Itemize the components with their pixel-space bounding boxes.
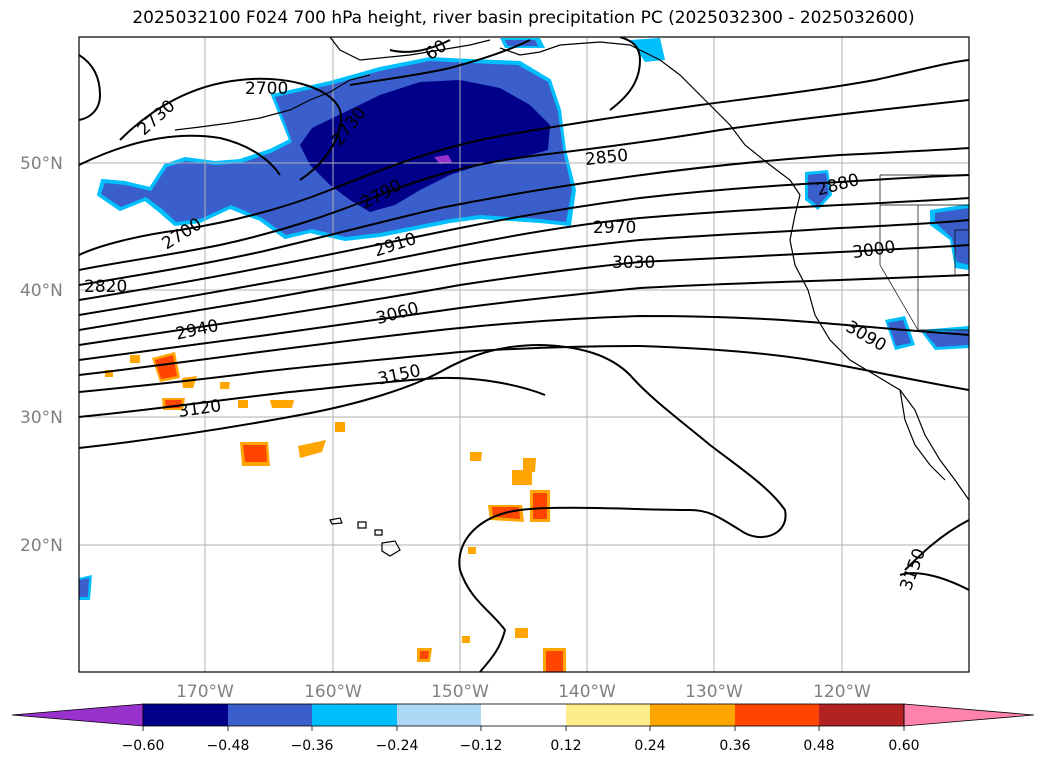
lon-label: 150°W [431, 682, 489, 702]
map-title: 2025032100 F024 700 hPa height, river ba… [132, 8, 915, 28]
lat-label: 30°N [20, 408, 63, 428]
colorbar-bin [228, 704, 312, 726]
lat-label: 20°N [20, 536, 63, 556]
colorbar-bin [735, 704, 819, 726]
colorbar-bin [650, 704, 735, 726]
height-contours [79, 37, 969, 672]
map-frame [78, 36, 970, 673]
colorbar: −0.60 −0.48 −0.36 −0.24 −0.12 0.12 0.24 … [11, 703, 1035, 754]
graticule [79, 37, 969, 672]
hawaii-islands [329, 517, 401, 557]
colorbar-bin [481, 704, 566, 726]
colorbar-bin [819, 704, 904, 726]
colorbar-outline [142, 703, 905, 727]
colorbar-tick-label: 0.60 [888, 738, 919, 754]
coastlines [174, 37, 969, 557]
lon-label: 130°W [685, 682, 743, 702]
colorbar-under-arrow [11, 703, 144, 727]
colorbar-tick-label: −0.60 [122, 738, 165, 754]
colorbar-tick-label: −0.36 [291, 738, 334, 754]
aleutian-chain [174, 74, 371, 131]
colorbar-bin [566, 704, 650, 726]
lon-label: 170°W [176, 682, 234, 702]
colorbar-tick-label: −0.24 [376, 738, 419, 754]
precip-core-purple [434, 155, 452, 164]
colorbar-bin [312, 704, 397, 726]
contour-label: 2970 [593, 218, 636, 238]
contour-label: 2850 [584, 146, 629, 170]
colorbar-bin [397, 704, 481, 726]
contour-label: 3030 [612, 253, 655, 273]
colorbar-tick-label: 0.12 [550, 738, 581, 754]
lon-label: 140°W [558, 682, 616, 702]
contour-label: 2700 [245, 79, 288, 99]
colorbar-over-arrow [903, 703, 1035, 727]
lat-label: 40°N [20, 281, 63, 301]
baja-california [899, 389, 946, 481]
alaska-coast [329, 37, 801, 196]
longitude-labels: 170°W 160°W 150°W 140°W 130°W 120°W [176, 682, 871, 702]
colorbar-tick-label: −0.12 [460, 738, 503, 754]
precip-region-dark [300, 80, 550, 212]
lon-label: 160°W [304, 682, 362, 702]
lon-label: 120°W [813, 682, 871, 702]
latitude-labels: 50°N 40°N 30°N 20°N [20, 154, 63, 556]
contour-label: 2820 [84, 277, 127, 297]
colorbar-tick-label: 0.48 [803, 738, 834, 754]
west-coast-na [789, 194, 969, 501]
colorbar-tick-label: −0.48 [207, 738, 250, 754]
colorbar-bin [143, 704, 228, 726]
colorbar-tick-label: 0.36 [719, 738, 750, 754]
positive-precip-shading [105, 352, 566, 672]
state-borders [879, 174, 969, 331]
lat-label: 50°N [20, 154, 63, 174]
negative-precip-shading [79, 38, 969, 600]
colorbar-tick-label: 0.24 [634, 738, 665, 754]
